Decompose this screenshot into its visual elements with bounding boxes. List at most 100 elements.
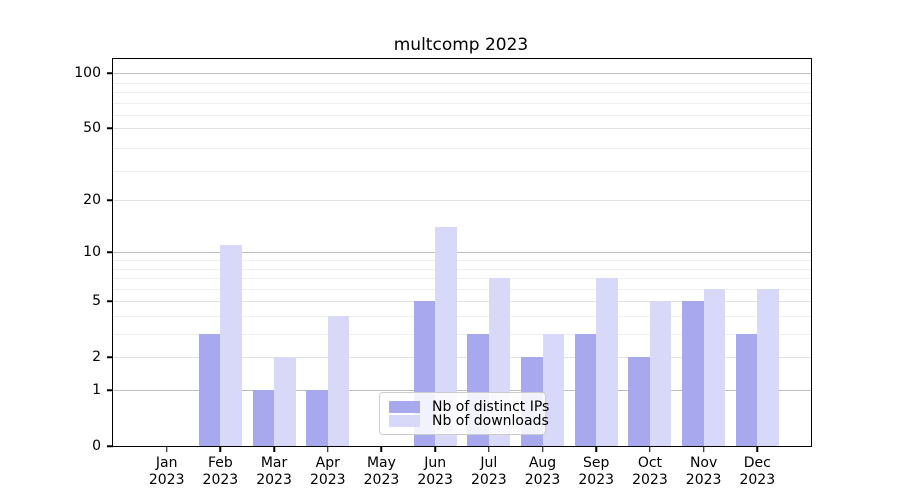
x-axis-tick-may	[380, 446, 383, 452]
x-tick-year-jun: 2023	[417, 472, 453, 488]
gridline-79	[113, 92, 811, 94]
x-axis-tick-nov	[702, 446, 705, 452]
x-tick-year-aug: 2023	[524, 472, 561, 488]
y-axis-tick-label-0: 0	[92, 438, 101, 454]
gridline-9	[113, 260, 811, 261]
y-axis-tick-label-100: 100	[74, 65, 101, 82]
x-axis-tick-label-feb: Feb 2023	[185, 455, 255, 489]
x-axis-tick-sep	[595, 446, 597, 452]
x-axis-tick-label-sep: Sep 2023	[561, 455, 631, 489]
legend-swatch-distinct-ips	[389, 401, 420, 413]
y-axis-tick-100	[107, 72, 113, 74]
x-axis-tick-label-oct: Oct 2023	[615, 455, 685, 489]
x-axis-tick-mar	[273, 446, 275, 452]
legend-label-downloads: Nb of downloads	[432, 413, 549, 429]
gridline-10	[113, 252, 811, 254]
gridline-69	[113, 102, 811, 104]
x-axis-tick-label-dec: Dec 2023	[722, 455, 792, 489]
x-axis-tick-label-apr: Apr 2023	[293, 455, 363, 489]
x-axis-tick-dec	[756, 446, 759, 452]
bar-nb-of-downloads-oct	[649, 301, 672, 446]
x-axis-tick-label-aug: Aug 2023	[508, 455, 578, 489]
x-axis-tick-label-nov: Nov 2023	[669, 455, 739, 489]
x-axis-tick-oct	[649, 446, 651, 452]
x-tick-month-aug: Aug	[528, 455, 557, 471]
y-axis-tick-5	[107, 300, 113, 302]
x-tick-year-mar: 2023	[256, 472, 292, 488]
legend: Nb of distinct IPs Nb of downloads	[379, 392, 549, 435]
bar-nb-of-distinct-ips-sep	[574, 334, 597, 446]
gridline-3	[113, 334, 811, 336]
y-axis-tick-label-20: 20	[83, 192, 101, 209]
gridline-39	[113, 148, 811, 150]
bar-nb-of-distinct-ips-oct	[628, 357, 650, 446]
x-tick-month-may: May	[366, 455, 396, 471]
gridline-59	[113, 115, 811, 117]
legend-label-distinct-ips: Nb of distinct IPs	[432, 399, 550, 415]
gridline-6	[113, 288, 811, 290]
x-tick-year-oct: 2023	[632, 472, 668, 488]
x-tick-year-nov: 2023	[685, 472, 722, 488]
bar-nb-of-downloads-dec	[757, 288, 779, 446]
gridline-7	[113, 278, 811, 280]
x-axis-tick-aug	[541, 446, 544, 452]
x-axis-tick-label-jul: Jul 2023	[454, 455, 524, 489]
chart-title: multcomp 2023	[393, 35, 529, 55]
x-tick-month-nov: Nov	[689, 455, 718, 471]
y-axis-tick-50	[107, 127, 113, 130]
plot-area: Nb of distinct IPs Nb of downloads 0 1 2 5 1…	[74, 58, 812, 488]
x-tick-month-apr: Apr	[315, 455, 340, 471]
y-axis-tick-20	[107, 199, 113, 201]
legend-entry-distinct-ips: Nb of distinct IPs	[389, 399, 549, 415]
x-axis-tick-jun	[434, 446, 436, 452]
bar-nb-of-downloads-feb	[220, 245, 242, 446]
gridline-89	[113, 82, 811, 84]
y-axis-tick-10	[107, 251, 113, 254]
bar-nb-of-downloads-aug	[542, 334, 565, 446]
bar-nb-of-downloads-nov	[703, 288, 726, 446]
legend-entry-downloads: Nb of downloads	[389, 413, 549, 429]
x-tick-month-mar: Mar	[260, 455, 288, 471]
y-axis-tick-label-2: 2	[92, 349, 101, 366]
gridline-4	[113, 315, 811, 317]
gridline-100	[113, 73, 811, 75]
x-tick-month-sep: Sep	[583, 455, 610, 471]
x-tick-year-jul: 2023	[471, 472, 507, 488]
x-tick-year-may: 2023	[363, 472, 400, 488]
bar-nb-of-distinct-ips-nov	[682, 301, 704, 446]
gridline-2	[113, 357, 811, 359]
gridline-1	[113, 390, 811, 391]
bar-nb-of-distinct-ips-feb	[198, 334, 221, 446]
y-axis-tick-label-50: 50	[83, 120, 101, 137]
x-tick-year-sep: 2023	[578, 472, 615, 488]
y-axis-tick-1	[107, 389, 113, 391]
x-axis-tick-label-mar: Mar 2023	[239, 455, 309, 489]
x-axis-tick-label-jan: Jan 2023	[132, 455, 202, 489]
y-axis-tick-2	[107, 356, 113, 358]
x-axis-tick-feb	[219, 446, 222, 452]
bar-nb-of-downloads-mar	[274, 357, 296, 446]
x-tick-month-jun: Jun	[424, 455, 447, 471]
gridline-5	[113, 301, 811, 303]
legend-swatch-downloads	[389, 415, 420, 427]
x-axis-tick-label-jun: Jun 2023	[400, 455, 470, 489]
bar-nb-of-distinct-ips-apr	[306, 390, 328, 446]
y-axis-tick-label-1: 1	[92, 382, 101, 398]
x-axis-tick-label-may: May 2023	[346, 455, 416, 489]
y-axis-tick-label-10: 10	[83, 244, 101, 261]
bar-nb-of-downloads-apr	[327, 316, 350, 446]
x-tick-month-feb: Feb	[207, 455, 233, 471]
bar-nb-of-distinct-ips-dec	[735, 334, 758, 446]
x-tick-year-jan: 2023	[148, 472, 185, 488]
x-tick-month-dec: Dec	[743, 455, 771, 471]
bar-nb-of-downloads-sep	[596, 278, 618, 446]
gridline-20	[113, 200, 811, 202]
gridline-29	[113, 171, 811, 173]
x-tick-month-jul: Jul	[480, 455, 498, 471]
gridline-8	[113, 268, 811, 270]
x-tick-month-oct: Oct	[637, 455, 663, 471]
y-axis-tick-label-5: 5	[92, 293, 101, 310]
bar-nb-of-downloads-jun	[435, 227, 457, 446]
y-axis-tick-0	[107, 445, 113, 447]
